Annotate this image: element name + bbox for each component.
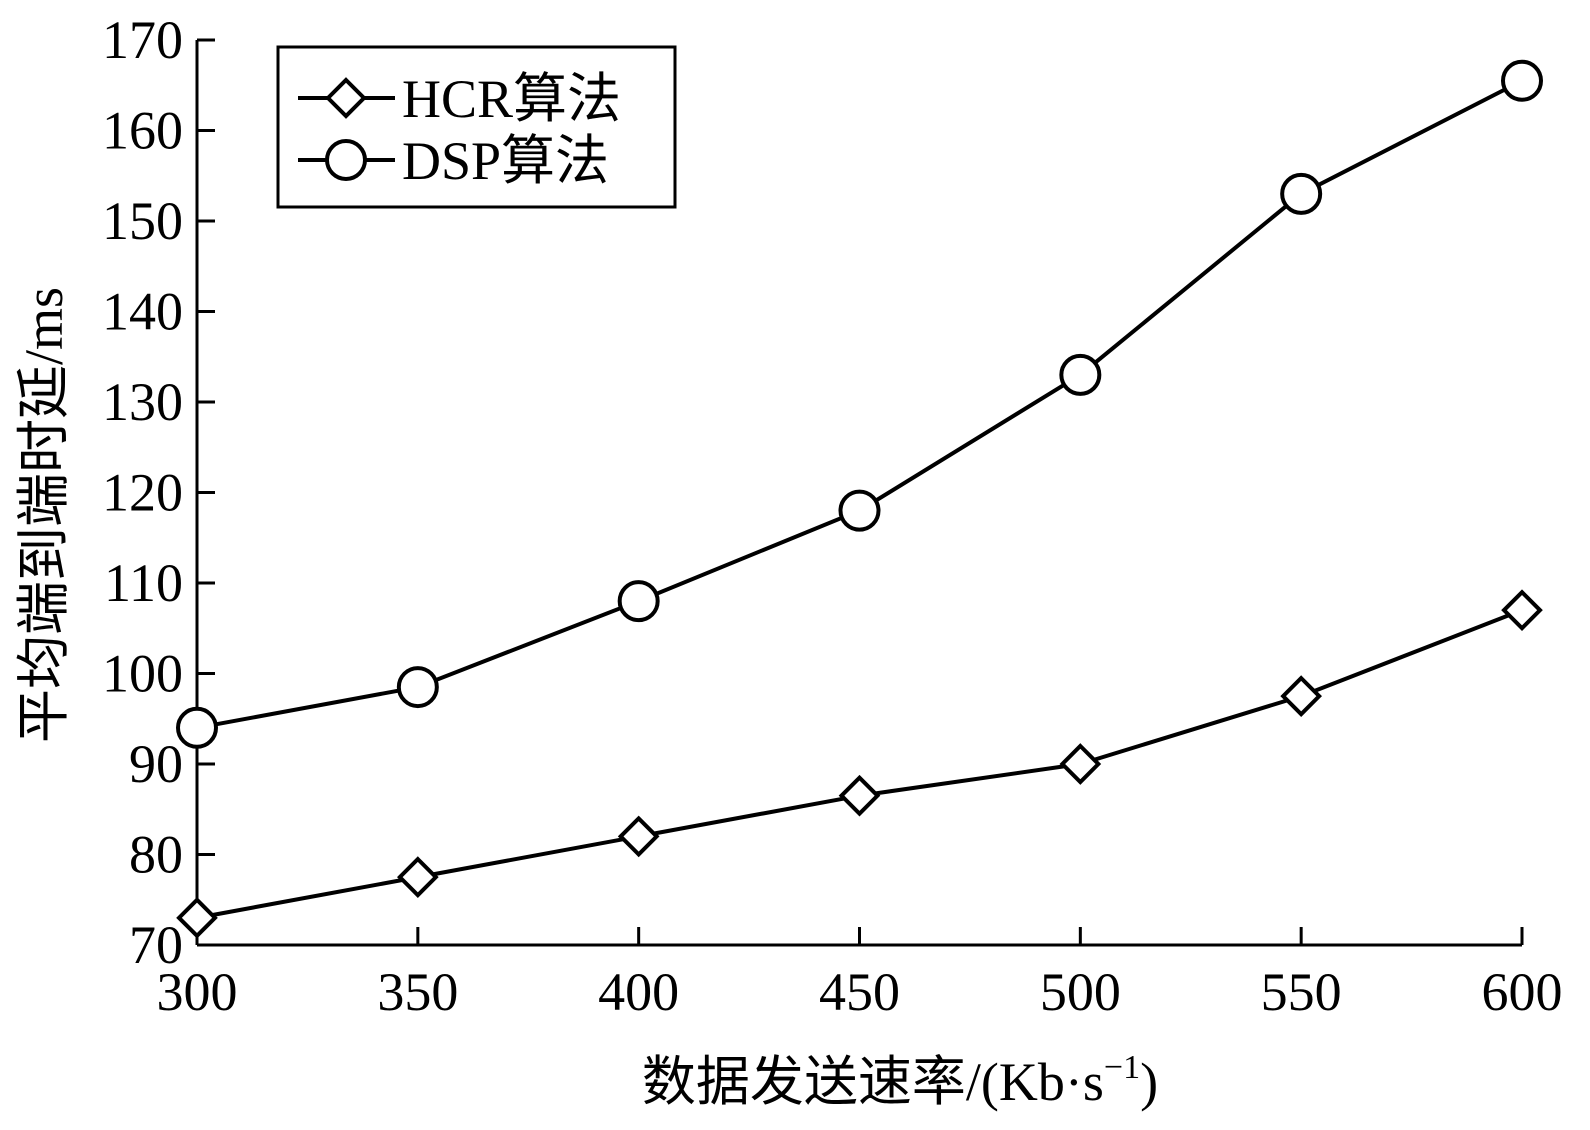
x-tick-label: 550 [1261, 962, 1342, 1022]
data-point-circle [396, 666, 439, 709]
y-tick-label: 140 [102, 282, 183, 342]
legend-item: HCR算法 [298, 69, 621, 129]
y-axis-ticks: 70 80 90 100 110 120 130 140 150 160 170 [102, 10, 215, 975]
data-point-circle [838, 489, 881, 532]
y-tick-label: 130 [102, 372, 183, 432]
data-point-diamond [617, 815, 660, 858]
legend-diamond-marker [325, 77, 367, 119]
y-tick-label: 120 [102, 463, 183, 523]
legend-item: DSP算法 [298, 131, 609, 191]
series-diamond [176, 589, 1543, 939]
data-point-circle [1059, 353, 1102, 396]
legend-label: DSP算法 [402, 131, 609, 191]
x-tick-label: 300 [157, 962, 238, 1022]
y-tick-label: 150 [102, 191, 183, 251]
y-tick-label: 110 [104, 553, 183, 613]
data-point-circle [617, 580, 660, 623]
data-point-diamond [1059, 743, 1102, 785]
x-axis-title: 数据发送速率/(Kb·s−1) [642, 1049, 1158, 1112]
y-tick-label: 100 [102, 644, 183, 704]
x-tick-label: 500 [1040, 962, 1121, 1022]
x-tick-label: 350 [377, 962, 458, 1022]
x-tick-label: 450 [819, 962, 900, 1022]
data-point-circle [1280, 172, 1323, 215]
x-axis-ticks: 300 350 400 450 500 550 600 [157, 927, 1563, 1022]
y-axis-title: 平均端到端时延/ms [14, 287, 74, 743]
y-tick-label: 70 [129, 915, 183, 975]
data-point-diamond [397, 856, 439, 898]
y-tick-label: 80 [129, 825, 183, 885]
x-tick-label: 600 [1482, 962, 1563, 1022]
series-line [196, 608, 1523, 920]
series-layer [176, 59, 1543, 939]
x-tick-label: 400 [598, 962, 679, 1022]
data-point-circle [1501, 59, 1543, 102]
y-tick-label: 170 [102, 10, 183, 70]
series-circle [176, 59, 1543, 749]
data-point-diamond [838, 774, 881, 817]
legend-label: HCR算法 [402, 69, 621, 129]
y-tick-label: 90 [129, 734, 183, 794]
y-tick-label: 160 [102, 101, 183, 161]
data-point-diamond [1501, 589, 1543, 631]
data-point-diamond [1280, 675, 1322, 717]
legend-circle-marker [325, 139, 367, 181]
data-point-diamond [176, 897, 218, 939]
data-point-circle [176, 706, 218, 749]
